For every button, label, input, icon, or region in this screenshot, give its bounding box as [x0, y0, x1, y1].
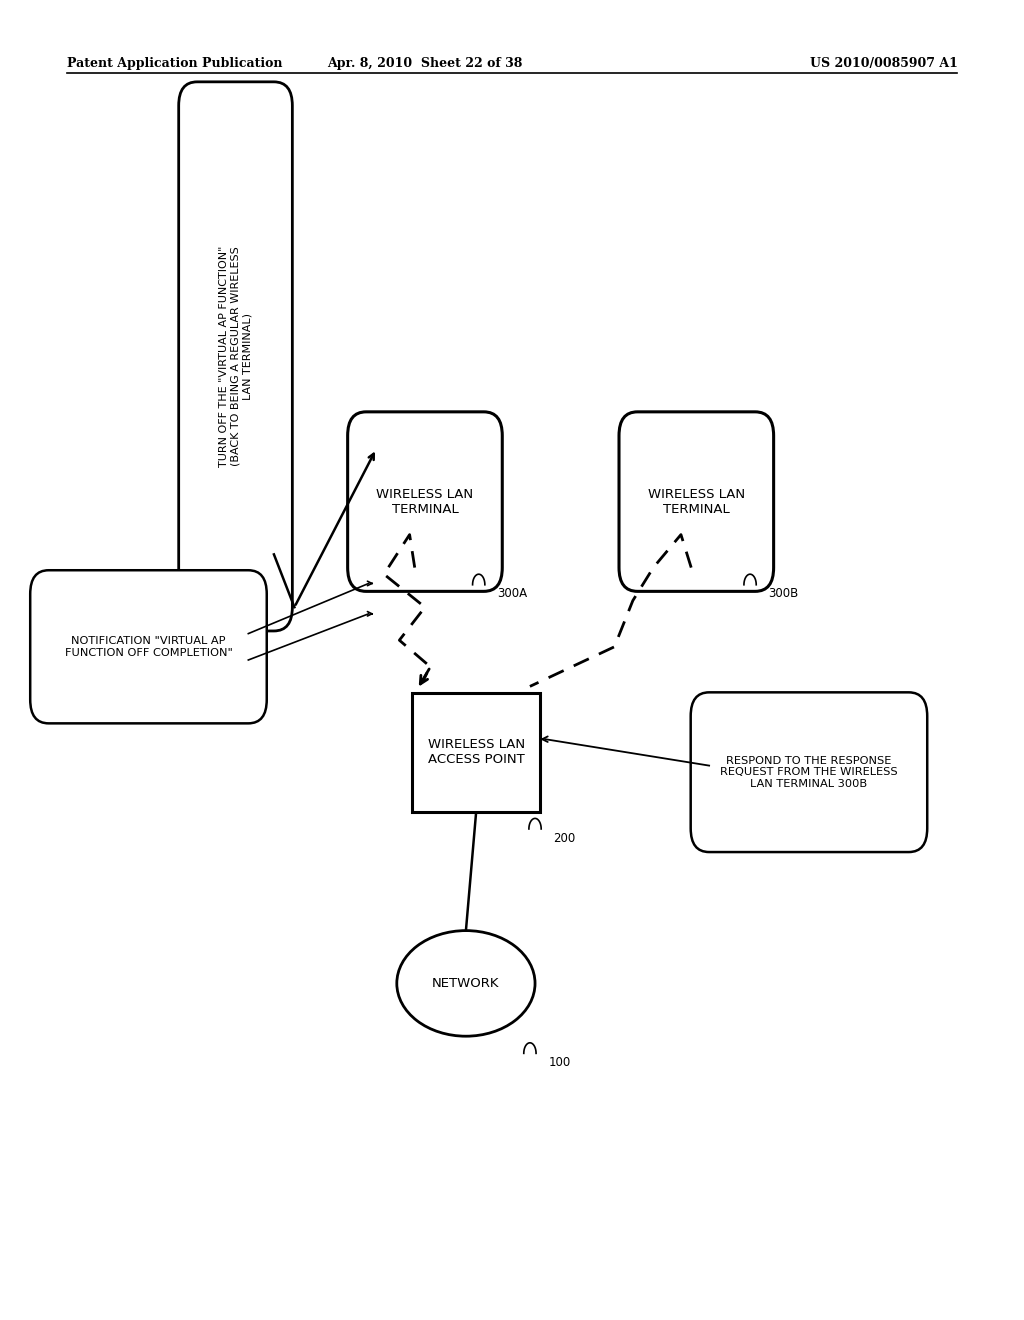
Ellipse shape [396, 931, 535, 1036]
Text: Apr. 8, 2010  Sheet 22 of 38: Apr. 8, 2010 Sheet 22 of 38 [328, 57, 522, 70]
Text: WIRELESS LAN
ACCESS POINT: WIRELESS LAN ACCESS POINT [428, 738, 524, 767]
FancyBboxPatch shape [30, 570, 266, 723]
Text: US 2010/0085907 A1: US 2010/0085907 A1 [810, 57, 957, 70]
Bar [412, 693, 541, 812]
Text: 100: 100 [549, 1056, 570, 1069]
Text: FIG. 22: FIG. 22 [97, 626, 219, 655]
Text: 200: 200 [554, 832, 575, 845]
Text: NETWORK: NETWORK [432, 977, 500, 990]
Text: WIRELESS LAN
TERMINAL: WIRELESS LAN TERMINAL [648, 487, 744, 516]
Text: Patent Application Publication: Patent Application Publication [67, 57, 282, 70]
FancyBboxPatch shape [690, 692, 928, 853]
FancyBboxPatch shape [618, 412, 774, 591]
Text: WIRELESS LAN
TERMINAL: WIRELESS LAN TERMINAL [377, 487, 473, 516]
FancyBboxPatch shape [179, 82, 293, 631]
FancyBboxPatch shape [347, 412, 502, 591]
Text: RESPOND TO THE RESPONSE
REQUEST FROM THE WIRELESS
LAN TERMINAL 300B: RESPOND TO THE RESPONSE REQUEST FROM THE… [720, 755, 898, 789]
Text: NOTIFICATION "VIRTUAL AP
FUNCTION OFF COMPLETION": NOTIFICATION "VIRTUAL AP FUNCTION OFF CO… [65, 636, 232, 657]
Text: TURN OFF THE "VIRTUAL AP FUNCTION"
(BACK TO BEING A REGULAR WIRELESS
LAN TERMINA: TURN OFF THE "VIRTUAL AP FUNCTION" (BACK… [219, 246, 252, 467]
Text: 300B: 300B [768, 587, 799, 601]
Text: 300A: 300A [498, 587, 527, 601]
